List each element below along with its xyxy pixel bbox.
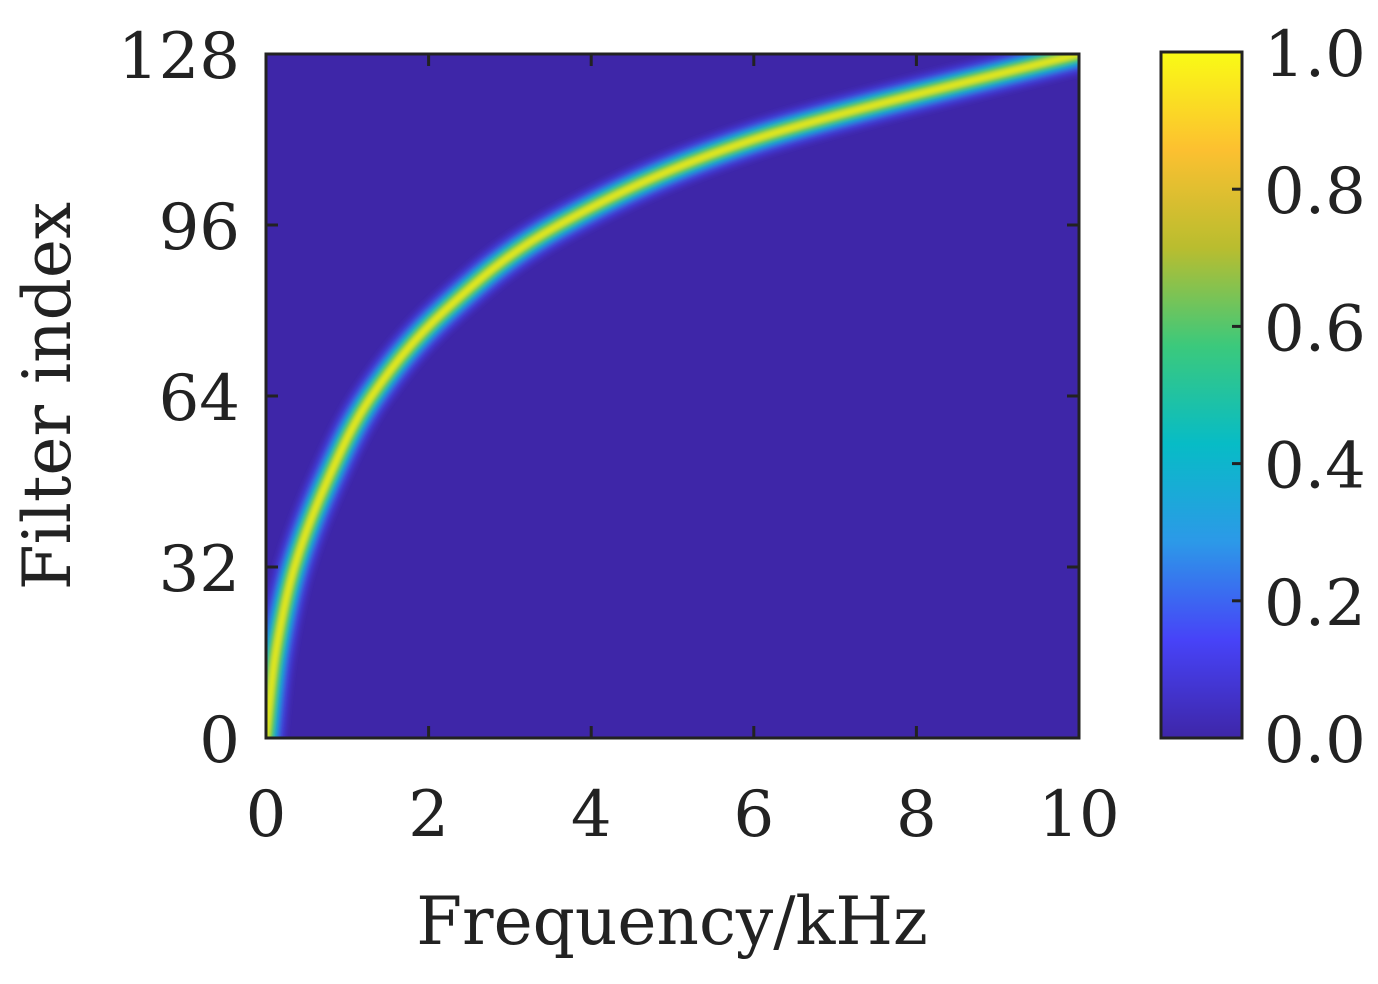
- plot-area: 0 2 4 6 8 10 0 32 64 96 128: [118, 20, 1120, 852]
- y-axis-title: Filter index: [9, 202, 86, 590]
- y-axis-ticks: 0 32 64 96 128: [118, 20, 1079, 778]
- colorbar-gradient: [1159, 50, 1244, 740]
- colorbar-ticks: 0.0 0.2 0.4 0.6 0.8 1.0: [1232, 18, 1366, 778]
- filterbank-band: [266, 54, 1079, 738]
- colorbar-tick-label: 0.4: [1264, 430, 1366, 504]
- colorbar-tick-label: 0.0: [1264, 704, 1366, 778]
- colorbar-tick-label: 0.2: [1264, 567, 1366, 641]
- x-tick-label: 0: [246, 778, 287, 852]
- colorbar-tick-label: 0.8: [1264, 155, 1366, 229]
- x-tick-label: 6: [733, 778, 774, 852]
- x-axis-title: Frequency/kHz: [416, 883, 928, 960]
- y-tick-label: 32: [159, 533, 240, 607]
- x-tick-label: 4: [571, 778, 612, 852]
- colorbar-tick-label: 0.6: [1264, 292, 1366, 366]
- colorbar: 0.0 0.2 0.4 0.6 0.8 1.0: [1159, 18, 1366, 778]
- x-tick-label: 2: [408, 778, 449, 852]
- x-axis-ticks: 0 2 4 6 8 10: [246, 54, 1120, 852]
- band-core: [266, 54, 1079, 738]
- y-tick-label: 64: [159, 362, 240, 436]
- y-tick-label: 96: [159, 191, 240, 265]
- y-tick-label: 128: [118, 20, 240, 94]
- colorbar-tick-label: 1.0: [1264, 18, 1366, 92]
- x-tick-label: 10: [1038, 778, 1119, 852]
- x-tick-label: 8: [896, 778, 937, 852]
- y-tick-label: 0: [199, 704, 240, 778]
